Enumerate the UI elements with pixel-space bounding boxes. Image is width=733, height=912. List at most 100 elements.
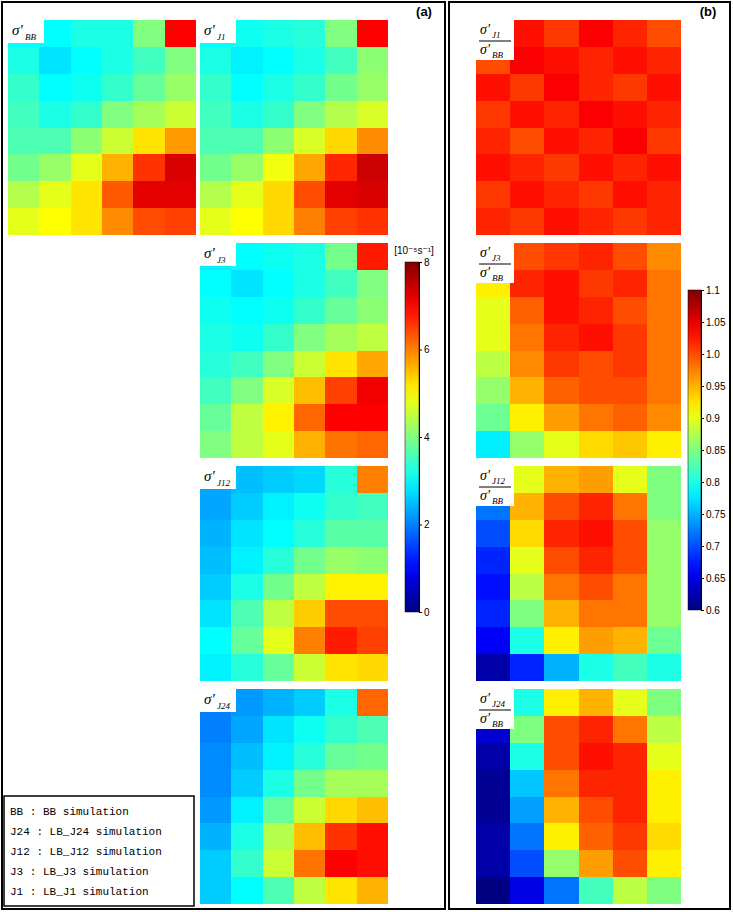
heat-cell (579, 823, 614, 850)
heat-cell (613, 600, 648, 627)
heat-cell (8, 181, 40, 208)
heat-cell (544, 823, 579, 850)
heat-cell (510, 297, 545, 324)
heat-cell (613, 689, 648, 716)
heat-cell (579, 243, 614, 270)
heat-cell (165, 128, 196, 155)
heat-cell (231, 154, 263, 181)
heat-cell (647, 689, 681, 716)
tick-label: 0 (424, 607, 430, 618)
heat-cell (294, 627, 326, 654)
heat-cell (71, 181, 103, 208)
heat-cell (357, 743, 388, 770)
heat-cell (263, 493, 295, 520)
heat-cell (294, 770, 326, 797)
heat-cell (476, 351, 511, 378)
heat-cell (544, 101, 579, 128)
heat-cell (294, 243, 326, 270)
legend-text: J3 : LB_J3 simulation (10, 866, 149, 878)
heat-cell (647, 797, 681, 824)
heat-cell (294, 520, 326, 547)
heat-cell (510, 743, 545, 770)
heat-cell (39, 208, 71, 235)
heat-cell (133, 154, 165, 181)
heat-cell (102, 128, 134, 155)
heat-cell (263, 743, 295, 770)
tick: 0.75 (701, 509, 726, 520)
heat-cell (357, 243, 388, 270)
title-subscript: J1 (492, 30, 501, 40)
heat-cell (200, 797, 232, 824)
heat-cell (102, 154, 134, 181)
heat-cell (510, 324, 545, 351)
heat-cell (8, 47, 40, 74)
heat-cell (510, 74, 545, 101)
heat-cell (647, 404, 681, 431)
heat-cell (231, 466, 263, 493)
heat-cell (544, 351, 579, 378)
heat-cell (579, 128, 614, 155)
heat-cell (613, 74, 648, 101)
heat-cell (476, 547, 511, 574)
heat-cell (579, 770, 614, 797)
heat-cell (579, 297, 614, 324)
heat-cell (263, 128, 295, 155)
tick-mark (701, 514, 704, 515)
title-symbol: σ' (480, 488, 491, 503)
heat-cell (200, 850, 232, 877)
tick: 0.9 (701, 413, 720, 424)
heat-cell (200, 743, 232, 770)
heat-cell (647, 431, 681, 458)
tick-mark (419, 262, 422, 263)
heat-cell (263, 627, 295, 654)
heat-cell (263, 324, 295, 351)
heat-cell (263, 877, 295, 904)
tick: 1.1 (701, 285, 720, 296)
heat-cell (263, 466, 295, 493)
heat-cell (579, 716, 614, 743)
map: σ'BB (8, 20, 197, 236)
heat-cell (647, 493, 681, 520)
heat-cell (200, 128, 232, 155)
heat-cell (613, 850, 648, 877)
heat-cell (613, 181, 648, 208)
heat-cell (231, 208, 263, 235)
title-symbol: σ' (204, 468, 215, 484)
heat-cell (476, 850, 511, 877)
colorbar (688, 290, 701, 610)
tick-mark (701, 290, 704, 291)
heat-cell (544, 574, 579, 601)
map: σ'J3 (200, 243, 389, 459)
heat-cell (613, 297, 648, 324)
heat-cell (200, 351, 232, 378)
heat-cell (579, 600, 614, 627)
heat-cell (510, 404, 545, 431)
heat-cell (325, 627, 357, 654)
heat-cell (263, 520, 295, 547)
heat-cell (579, 404, 614, 431)
heat-cell (613, 431, 648, 458)
heat-cell (165, 154, 196, 181)
heat-cell (579, 850, 614, 877)
tick-label: 0.85 (706, 445, 726, 456)
heat-cell (647, 74, 681, 101)
tick-mark (701, 386, 704, 387)
heat-cell (71, 47, 103, 74)
heat-cell (325, 823, 357, 850)
heat-cell (71, 128, 103, 155)
heat-cell (476, 627, 511, 654)
heat-cell (39, 128, 71, 155)
heat-cell (200, 547, 232, 574)
heat-cell (231, 270, 263, 297)
map: σ'J24 (200, 689, 389, 905)
heat-cell (510, 877, 545, 904)
heat-cell (200, 823, 232, 850)
heat-cell (325, 324, 357, 351)
heat-cell (510, 850, 545, 877)
title-subscript: J3 (217, 255, 226, 265)
heat-cell (544, 154, 579, 181)
heat-cell (325, 208, 357, 235)
map: σ'J1 (200, 20, 389, 236)
heat-cell (200, 47, 232, 74)
heat-cell (231, 574, 263, 601)
